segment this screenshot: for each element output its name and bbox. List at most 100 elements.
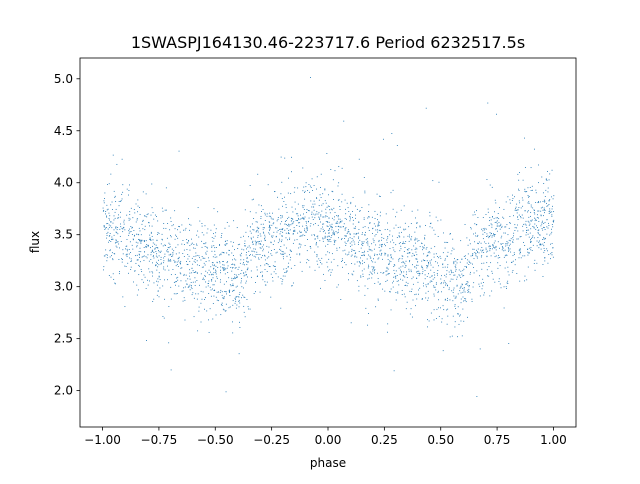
data-point [136, 259, 138, 261]
data-point [371, 277, 373, 279]
data-point [540, 207, 542, 209]
data-point [348, 211, 350, 213]
data-point [520, 252, 522, 254]
data-point [288, 216, 290, 218]
data-point [521, 197, 523, 199]
data-point [351, 263, 353, 264]
data-point [185, 227, 187, 229]
data-point [106, 233, 108, 235]
data-point [498, 278, 500, 280]
data-point [226, 252, 228, 254]
data-point [467, 259, 469, 261]
data-point [548, 222, 549, 224]
data-point [123, 226, 125, 228]
data-point [537, 230, 539, 232]
data-point [226, 243, 228, 245]
data-point [373, 248, 375, 250]
data-point [240, 273, 242, 275]
data-point [491, 290, 493, 292]
data-point [418, 270, 420, 272]
data-point [477, 248, 479, 250]
data-point [309, 266, 311, 268]
data-point [286, 228, 288, 230]
data-point [547, 262, 549, 264]
data-point [494, 247, 496, 249]
data-point [324, 188, 326, 190]
data-point [223, 309, 225, 311]
data-point [296, 239, 298, 241]
data-point [399, 273, 401, 275]
data-point [262, 274, 263, 276]
data-point [377, 224, 379, 226]
data-point [546, 226, 548, 228]
data-point [266, 245, 268, 247]
data-point [401, 262, 403, 264]
data-point [316, 197, 317, 199]
data-point [196, 243, 197, 245]
data-point [189, 249, 191, 251]
data-point [414, 231, 416, 233]
data-point [378, 247, 380, 248]
data-point [539, 240, 541, 242]
data-point [350, 203, 352, 205]
data-point [114, 217, 116, 219]
data-point [360, 276, 362, 278]
data-point [270, 296, 272, 298]
data-point [149, 234, 151, 236]
data-point [400, 209, 402, 211]
data-point [404, 247, 406, 248]
data-point [249, 254, 251, 256]
data-point [549, 234, 551, 236]
data-point [293, 221, 295, 223]
data-point [369, 223, 371, 224]
data-point [497, 267, 499, 269]
data-point [489, 248, 491, 250]
data-point [415, 305, 416, 307]
data-point [297, 215, 299, 217]
data-point [435, 317, 437, 319]
data-point [444, 298, 446, 300]
data-point [363, 252, 365, 254]
data-point [179, 262, 181, 264]
data-point [221, 233, 223, 234]
data-point [360, 247, 362, 249]
data-point [249, 211, 251, 213]
data-point [137, 199, 139, 201]
data-point [211, 280, 213, 282]
data-point [414, 266, 416, 268]
data-point [263, 244, 265, 246]
data-point [305, 186, 307, 188]
data-point [440, 307, 441, 309]
data-point [457, 306, 459, 308]
data-point [324, 236, 326, 238]
data-point [226, 262, 228, 264]
data-point [297, 203, 299, 205]
data-point [269, 229, 270, 231]
data-point [527, 195, 529, 197]
data-point [175, 284, 176, 286]
data-point [524, 223, 526, 225]
data-point [251, 250, 253, 252]
data-point [462, 284, 463, 286]
data-point [393, 242, 395, 244]
data-point [406, 277, 408, 278]
data-point [268, 246, 270, 248]
data-point [543, 245, 545, 247]
data-point [148, 222, 150, 224]
data-point [237, 244, 239, 246]
data-point [427, 326, 428, 328]
data-point [189, 272, 191, 274]
data-point [348, 253, 350, 255]
data-point [389, 260, 391, 262]
data-point [287, 224, 289, 226]
data-point [138, 227, 140, 229]
data-point [437, 220, 439, 222]
data-point [282, 253, 284, 255]
data-point [224, 227, 226, 229]
data-point [494, 240, 496, 242]
data-point [113, 234, 115, 236]
data-point [514, 196, 515, 198]
data-point [482, 230, 484, 232]
data-point [390, 254, 392, 256]
data-point [169, 246, 171, 248]
